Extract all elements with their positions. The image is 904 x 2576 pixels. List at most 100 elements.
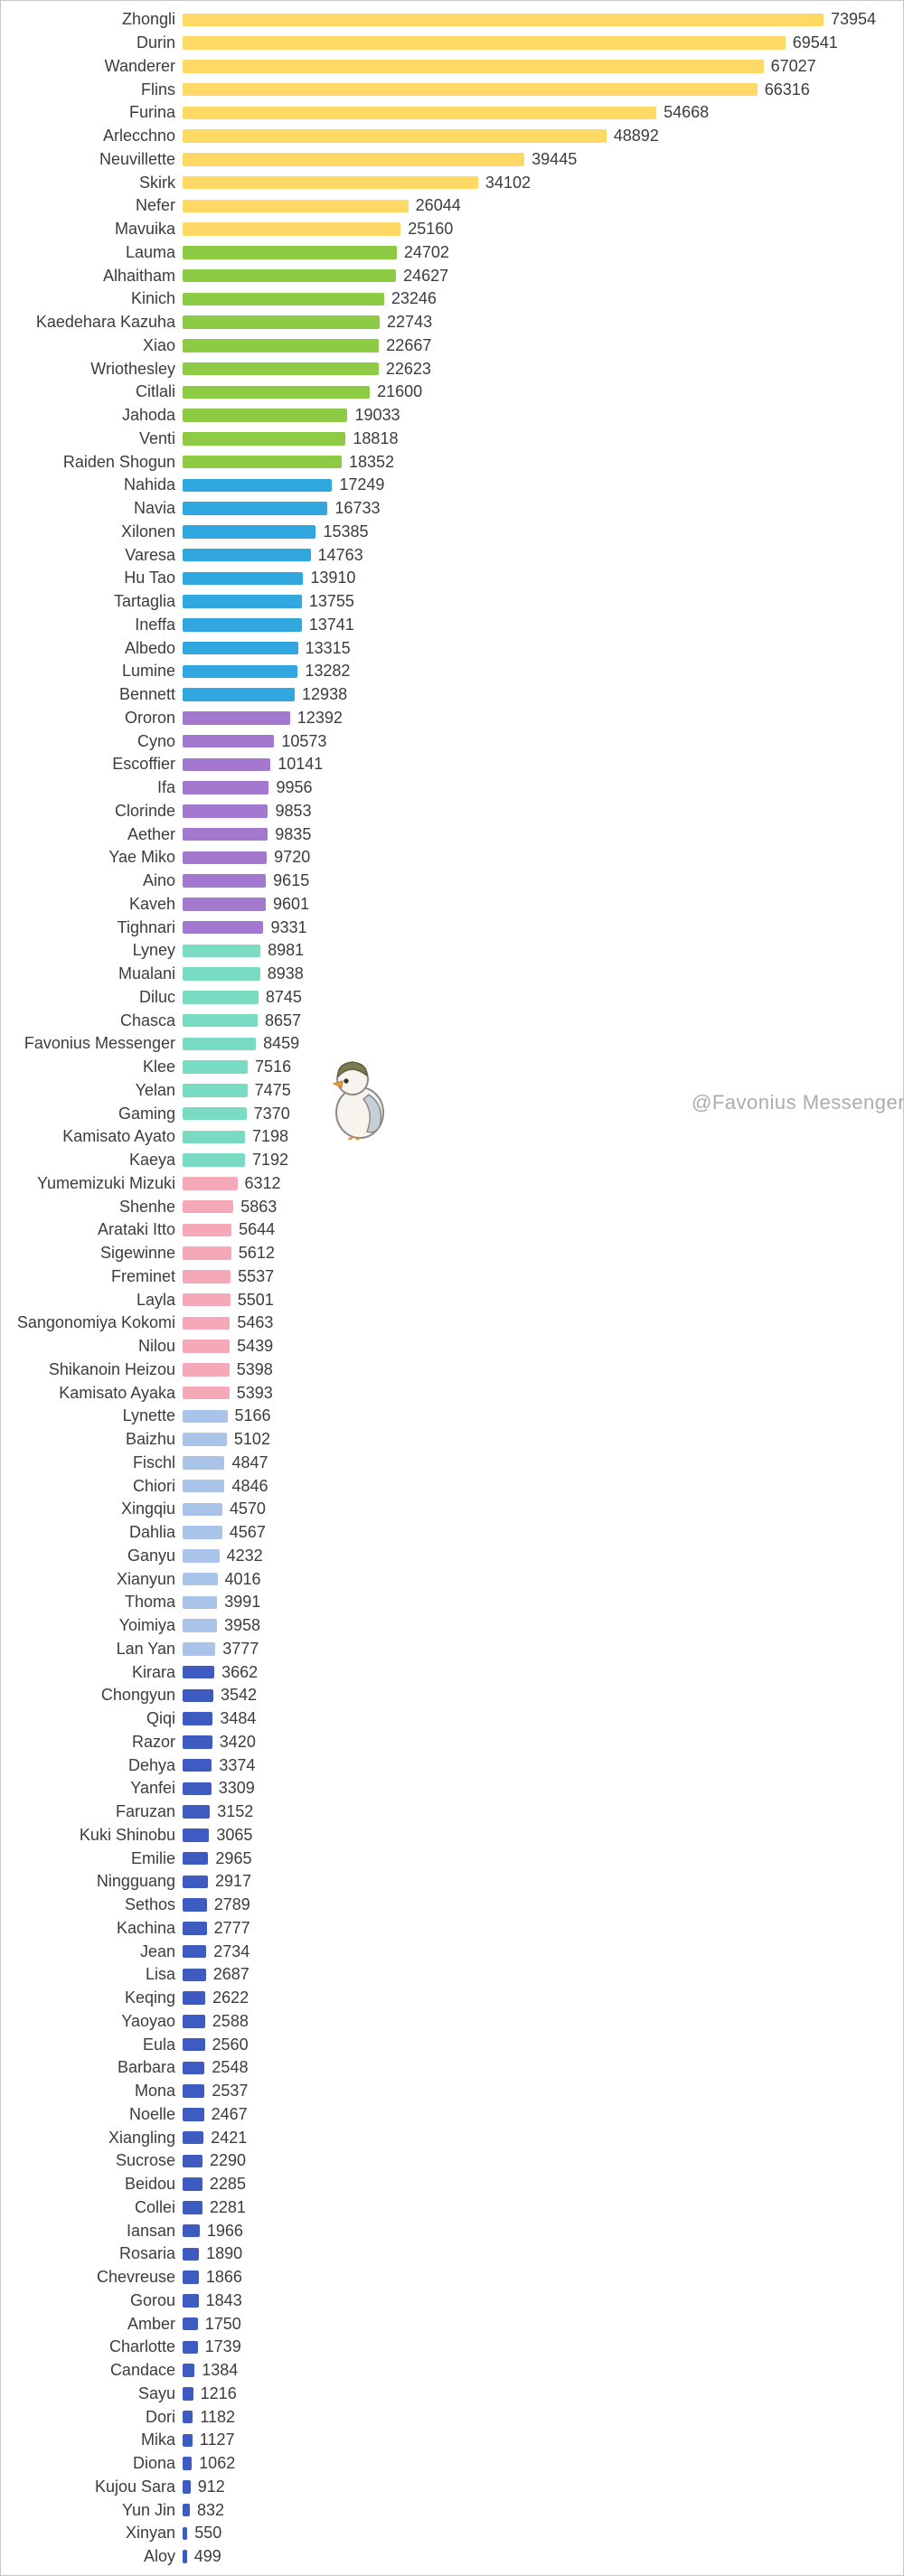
character-label: Citlali: [135, 382, 175, 401]
character-label: Xingqiu: [120, 1500, 175, 1518]
value-bar: [183, 60, 764, 73]
bar-row: Chiori 4846: [1, 1474, 903, 1498]
bar-row: Shenhe 5863: [1, 1195, 903, 1218]
bar-row: Ororon 12392: [1, 707, 903, 730]
value-label: 22623: [385, 359, 431, 378]
character-label: Yelan: [135, 1080, 175, 1099]
character-label: Kaeya: [128, 1151, 175, 1170]
value-label: 3777: [222, 1639, 259, 1658]
bar-row: Mona 2537: [1, 2080, 903, 2103]
value-label: 67027: [770, 56, 816, 75]
character-label: Aloy: [143, 2547, 175, 2566]
bar-row: Citlali 21600: [1, 381, 903, 404]
value-bar: [183, 967, 260, 981]
bar-row: Kaedehara Kazuha 22743: [1, 311, 903, 334]
bar-row: Mualani 8938: [1, 963, 903, 986]
character-label: Mavuika: [114, 220, 175, 239]
value-label: 2622: [212, 1988, 250, 2007]
value-bar: [183, 1619, 217, 1632]
value-label: 13741: [308, 615, 354, 634]
value-bar: [183, 36, 786, 50]
character-label: Zhongli: [121, 10, 175, 29]
value-label: 48892: [613, 127, 659, 146]
value-label: 18352: [348, 452, 394, 471]
bar-row: Varesa 14763: [1, 543, 903, 567]
value-bar: [183, 292, 384, 306]
value-bar: [183, 1642, 216, 1656]
bar-row: Ningguang 2917: [1, 1870, 903, 1894]
value-label: 15385: [323, 522, 369, 541]
bar-row: Favonius Messenger 8459: [1, 1032, 903, 1056]
value-bar: [183, 409, 348, 422]
value-label: 2789: [213, 1895, 250, 1914]
value-label: 18818: [353, 428, 399, 447]
bar-row: Gaming 7370: [1, 1102, 903, 1125]
bar-row: Kuki Shinobu 3065: [1, 1824, 903, 1847]
bar-row: Skirk 34102: [1, 171, 903, 194]
value-label: 2467: [211, 2104, 248, 2123]
bar-row: Jahoda 19033: [1, 404, 903, 428]
character-label: Mona: [134, 2082, 175, 2101]
value-bar: [183, 804, 268, 818]
character-label: Venti: [138, 428, 175, 447]
value-label: 4567: [229, 1523, 266, 1542]
watermark: @Favonius Messenger: [692, 1091, 904, 1114]
value-label: 4846: [231, 1476, 268, 1495]
bar-row: Jean 2734: [1, 1940, 903, 1963]
value-bar: [183, 2550, 187, 2563]
value-bar: [183, 548, 311, 562]
bar-row: Yae Miko 9720: [1, 846, 903, 870]
bar-row: Faruzan 3152: [1, 1800, 903, 1824]
bar-row: Xiangling 2421: [1, 2126, 903, 2149]
bar-row: Aino 9615: [1, 870, 903, 893]
value-bar: [183, 199, 409, 213]
bar-row: Xilonen 15385: [1, 521, 903, 544]
value-label: 13282: [305, 662, 351, 681]
value-bar: [183, 1735, 212, 1749]
character-label: Chongyun: [100, 1686, 175, 1705]
value-bar: [183, 2433, 193, 2448]
value-bar: [183, 1968, 206, 1982]
value-label: 2537: [212, 2082, 249, 2101]
value-label: 499: [193, 2547, 221, 2566]
character-label: Xilonen: [120, 522, 175, 541]
value-bar: [183, 2037, 205, 2052]
bar-row: Sangonomiya Kokomi 5463: [1, 1312, 903, 1335]
value-bar: [183, 734, 275, 748]
value-bar: [183, 2317, 198, 2331]
bar-row: Xianyun 4016: [1, 1567, 903, 1591]
value-bar: [183, 1316, 231, 1330]
bar-row: Tighnari 9331: [1, 916, 903, 939]
value-label: 5612: [238, 1244, 275, 1263]
value-label: 23246: [391, 289, 437, 308]
value-bar: [183, 268, 397, 283]
value-bar: [183, 1758, 212, 1772]
value-bar: [183, 1851, 209, 1866]
value-label: 7198: [252, 1127, 289, 1146]
character-label: Noelle: [128, 2104, 175, 2123]
character-label: Sangonomiya Kokomi: [16, 1313, 175, 1332]
bar-row: Xinyan 550: [1, 2522, 903, 2545]
character-label: Wanderer: [104, 56, 175, 75]
character-label: Albedo: [124, 638, 175, 657]
bar-row: Ganyu 4232: [1, 1545, 903, 1568]
character-label: Xianyun: [116, 1569, 175, 1588]
bar-row: Neuvillette 39445: [1, 148, 903, 172]
value-label: 22667: [386, 335, 432, 354]
value-bar: [183, 1805, 211, 1819]
character-label: Aino: [142, 871, 175, 890]
value-label: 6312: [244, 1173, 281, 1192]
bar-row: Keqing 2622: [1, 1987, 903, 2010]
character-label: Thoma: [124, 1593, 175, 1612]
character-label: Dehya: [127, 1755, 175, 1774]
bar-row: Amber 1750: [1, 2312, 903, 2336]
value-bar: [183, 664, 298, 679]
value-bar: [183, 2223, 200, 2238]
value-label: 3065: [216, 1825, 253, 1844]
bar-row: Alhaitham 24627: [1, 264, 903, 287]
bar-row: Emilie 2965: [1, 1847, 903, 1870]
bar-row: Fischl 4847: [1, 1452, 903, 1475]
value-bar: [183, 1130, 245, 1144]
character-label: Arataki Itto: [97, 1220, 175, 1239]
